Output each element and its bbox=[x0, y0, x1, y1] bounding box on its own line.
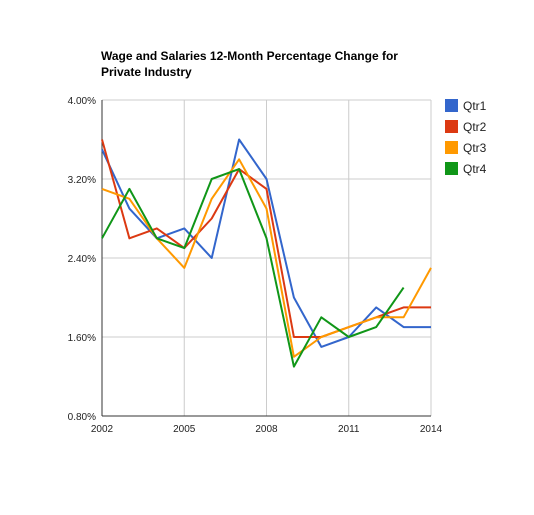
legend-label-qtr1: Qtr1 bbox=[463, 99, 487, 113]
y-tick-label: 4.00% bbox=[68, 96, 96, 107]
plot-area: 4.00% 3.20% 2.40% 1.60% 0.80%2002 2005 2008 201… bbox=[68, 96, 443, 435]
y-tick-label: 1.60% bbox=[68, 333, 96, 344]
x-tick-label: 2008 bbox=[255, 424, 278, 435]
series-line-qtr4 bbox=[101, 168, 405, 368]
legend-swatch-qtr2 bbox=[445, 120, 458, 133]
legend-swatch-qtr1 bbox=[445, 99, 458, 112]
x-tick-label: 2011 bbox=[338, 424, 360, 435]
legend-label-qtr3: Qtr3 bbox=[463, 141, 487, 155]
x-tick-label: 2014 bbox=[420, 424, 443, 435]
y-tick-label: 2.40% bbox=[68, 254, 96, 265]
chart-title-line-1: Wage and Salaries 12-Month Percentage Ch… bbox=[101, 49, 398, 63]
legend-swatch-qtr3 bbox=[445, 141, 458, 154]
legend-label-qtr4: Qtr4 bbox=[463, 162, 487, 176]
legend-label-qtr2: Qtr2 bbox=[463, 120, 487, 134]
y-tick-label: 0.80% bbox=[68, 412, 96, 423]
x-tick-label: 2005 bbox=[173, 424, 196, 435]
y-tick-label: 3.20% bbox=[68, 175, 96, 186]
chart-title-line-2: Private Industry bbox=[101, 65, 192, 79]
legend: Qtr1 Qtr2 Qtr3 Qtr4 bbox=[445, 99, 487, 176]
x-tick-label: 2002 bbox=[91, 424, 114, 435]
legend-swatch-qtr4 bbox=[445, 162, 458, 175]
